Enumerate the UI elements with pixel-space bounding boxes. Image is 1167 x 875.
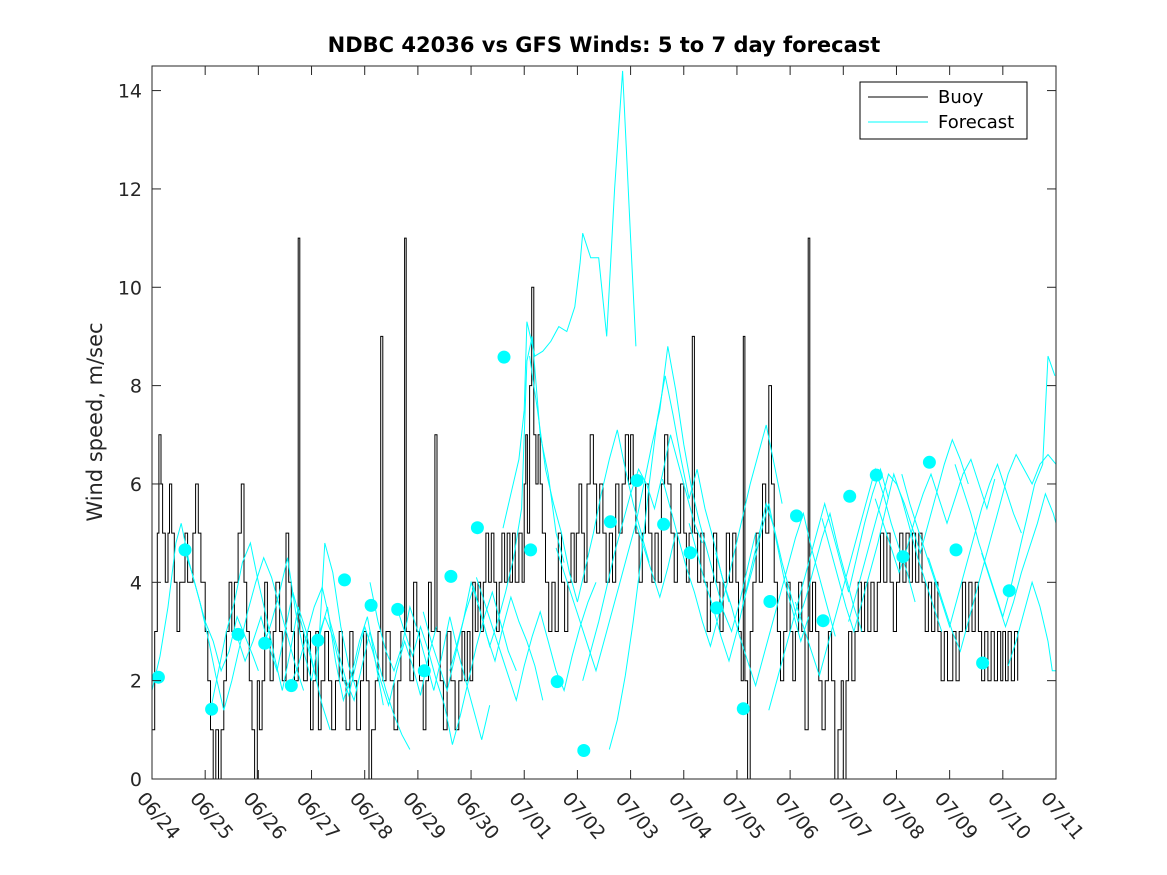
chart-title: NDBC 42036 vs GFS Winds: 5 to 7 day fore…: [328, 33, 881, 57]
forecast-marker-19: [630, 474, 644, 487]
series-forecast-line-3: [210, 541, 331, 730]
y-tick-label-14: 14: [118, 81, 142, 103]
forecast-marker-3: [205, 702, 219, 716]
forecast-marker-16: [550, 675, 564, 689]
forecast-marker-7: [311, 633, 325, 647]
forecast-marker-26: [816, 614, 830, 628]
forecast-marker-15: [524, 543, 538, 557]
forecast-marker-28: [869, 468, 883, 482]
series-forecast-line-25: [821, 472, 943, 634]
series-forecast-line-16: [582, 434, 703, 681]
forecast-marker-9: [364, 598, 378, 612]
series-forecast-line-13: [502, 70, 637, 529]
forecast-marker-23: [736, 702, 750, 716]
series-forecast-line-14: [529, 356, 650, 603]
series-forecast-line-7: [316, 615, 437, 708]
series-forecast-line-27: [874, 458, 996, 575]
series-forecast-line-4: [236, 542, 358, 691]
y-tick-label-12: 12: [118, 179, 142, 201]
axes-box: [151, 65, 1057, 780]
forecast-marker-29: [896, 550, 910, 564]
forecast-marker-17: [577, 744, 591, 757]
series-layer: [152, 70, 1056, 779]
series-forecast-line-18: [635, 346, 757, 634]
series-forecast-line-2: [183, 547, 305, 711]
series-forecast-line-19: [662, 424, 783, 648]
series-forecast-line-11: [449, 336, 565, 671]
series-forecast-line-26: [848, 438, 969, 622]
y-tick-label-2: 2: [130, 671, 142, 693]
series-forecast-line-15: [555, 521, 677, 673]
series-forecast-line-32: [1007, 580, 1056, 672]
forecast-marker-24: [763, 595, 777, 608]
series-forecast-line-29: [927, 453, 1056, 653]
forecast-marker-10: [391, 602, 405, 616]
forecast-marker-13: [470, 521, 484, 535]
legend-label-buoy: Buoy: [938, 87, 984, 108]
forecast-marker-4: [231, 627, 245, 641]
forecast-marker-12: [444, 569, 458, 583]
forecast-marker-5: [258, 636, 272, 650]
plot-area: [152, 66, 1056, 779]
forecast-marker-8: [338, 573, 351, 587]
forecast-marker-27: [843, 489, 857, 503]
series-forecast-line-23: [768, 467, 889, 711]
y-axis-label: Wind speed, m/sec: [83, 322, 107, 521]
legend-box: [859, 81, 1028, 140]
forecast-marker-6: [284, 679, 298, 693]
forecast-marker-30: [922, 455, 936, 469]
y-tick-label-6: 6: [130, 474, 142, 496]
series-forecast-line-12: [475, 577, 597, 703]
forecast-marker-21: [683, 546, 697, 560]
legend: Buoy Forecast: [859, 81, 1028, 140]
forecast-marker-2: [178, 543, 192, 557]
forecast-marker-20: [657, 517, 671, 531]
forecast-marker-11: [417, 664, 431, 678]
y-tick-label-4: 4: [130, 572, 142, 594]
legend-label-forecast: Forecast: [938, 112, 1014, 133]
series-forecast-line-9: [396, 590, 517, 745]
forecast-marker-18: [603, 515, 617, 529]
y-tick-label-0: 0: [130, 769, 142, 791]
y-tick-label-8: 8: [130, 376, 142, 398]
forecast-marker-14: [497, 350, 511, 364]
forecast-marker-31: [949, 543, 963, 557]
forecast-marker-25: [790, 509, 803, 523]
forecast-marker-22: [710, 601, 724, 615]
series-forecast-line-20: [688, 503, 810, 663]
series-forecast-line-30: [954, 355, 1056, 619]
series-forecast-line-22: [741, 501, 863, 632]
forecast-marker-33: [1002, 584, 1016, 598]
series-forecast-line-8: [369, 582, 491, 740]
series-buoy-line: [152, 237, 1019, 779]
forecast-marker-32: [976, 656, 990, 670]
series-forecast-line-31: [981, 492, 1056, 629]
forecast-marker-1: [152, 670, 165, 684]
y-tick-label-10: 10: [118, 277, 142, 299]
series-forecast-line-17: [608, 375, 730, 750]
series-forecast-line-28: [901, 462, 1022, 629]
series-forecast-line-24: [794, 467, 916, 678]
